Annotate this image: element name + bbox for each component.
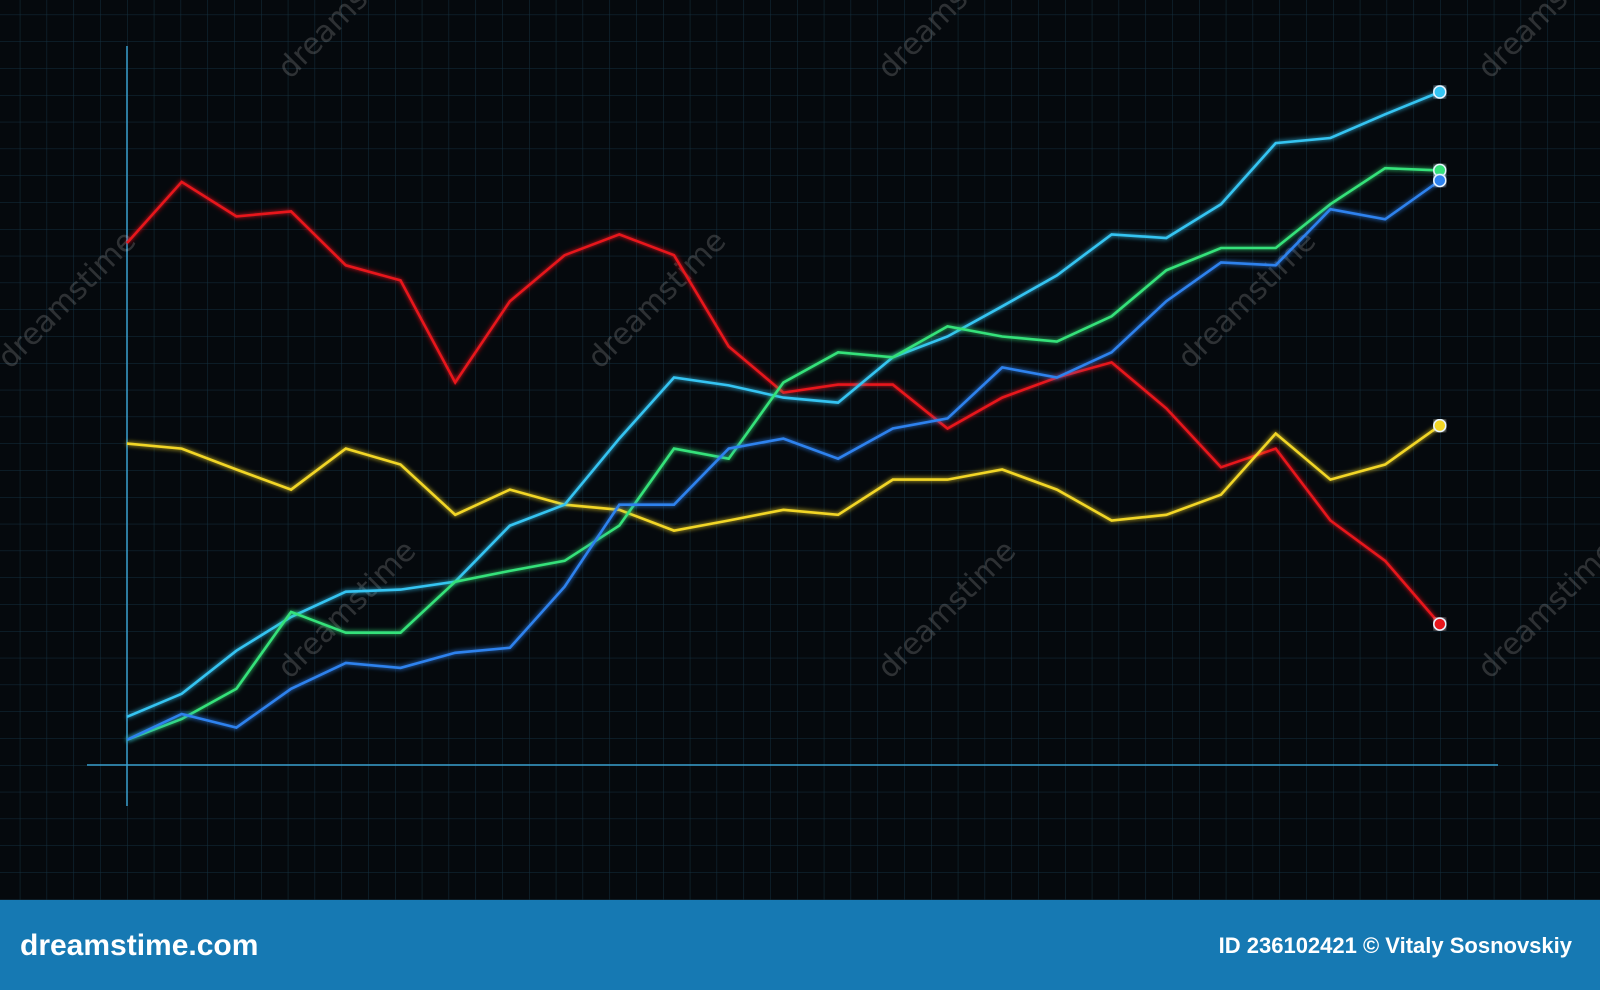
end-marker bbox=[1433, 617, 1447, 631]
grid bbox=[0, 0, 1600, 900]
series-line bbox=[126, 166, 1440, 742]
lines bbox=[126, 85, 1447, 742]
end-marker bbox=[1433, 85, 1447, 99]
footer-bar bbox=[0, 900, 1600, 990]
footer-brand: dreamstime.com bbox=[20, 929, 258, 962]
series-line bbox=[126, 90, 1441, 718]
footer-credit: ID 236102421 © Vitaly Sosnovskiy bbox=[1219, 933, 1573, 958]
series-line bbox=[126, 179, 1441, 741]
end-marker bbox=[1433, 418, 1447, 433]
series-line bbox=[126, 424, 1441, 532]
grid-layer bbox=[0, 0, 1600, 900]
end-marker bbox=[1433, 173, 1447, 188]
series-line bbox=[126, 180, 1441, 625]
